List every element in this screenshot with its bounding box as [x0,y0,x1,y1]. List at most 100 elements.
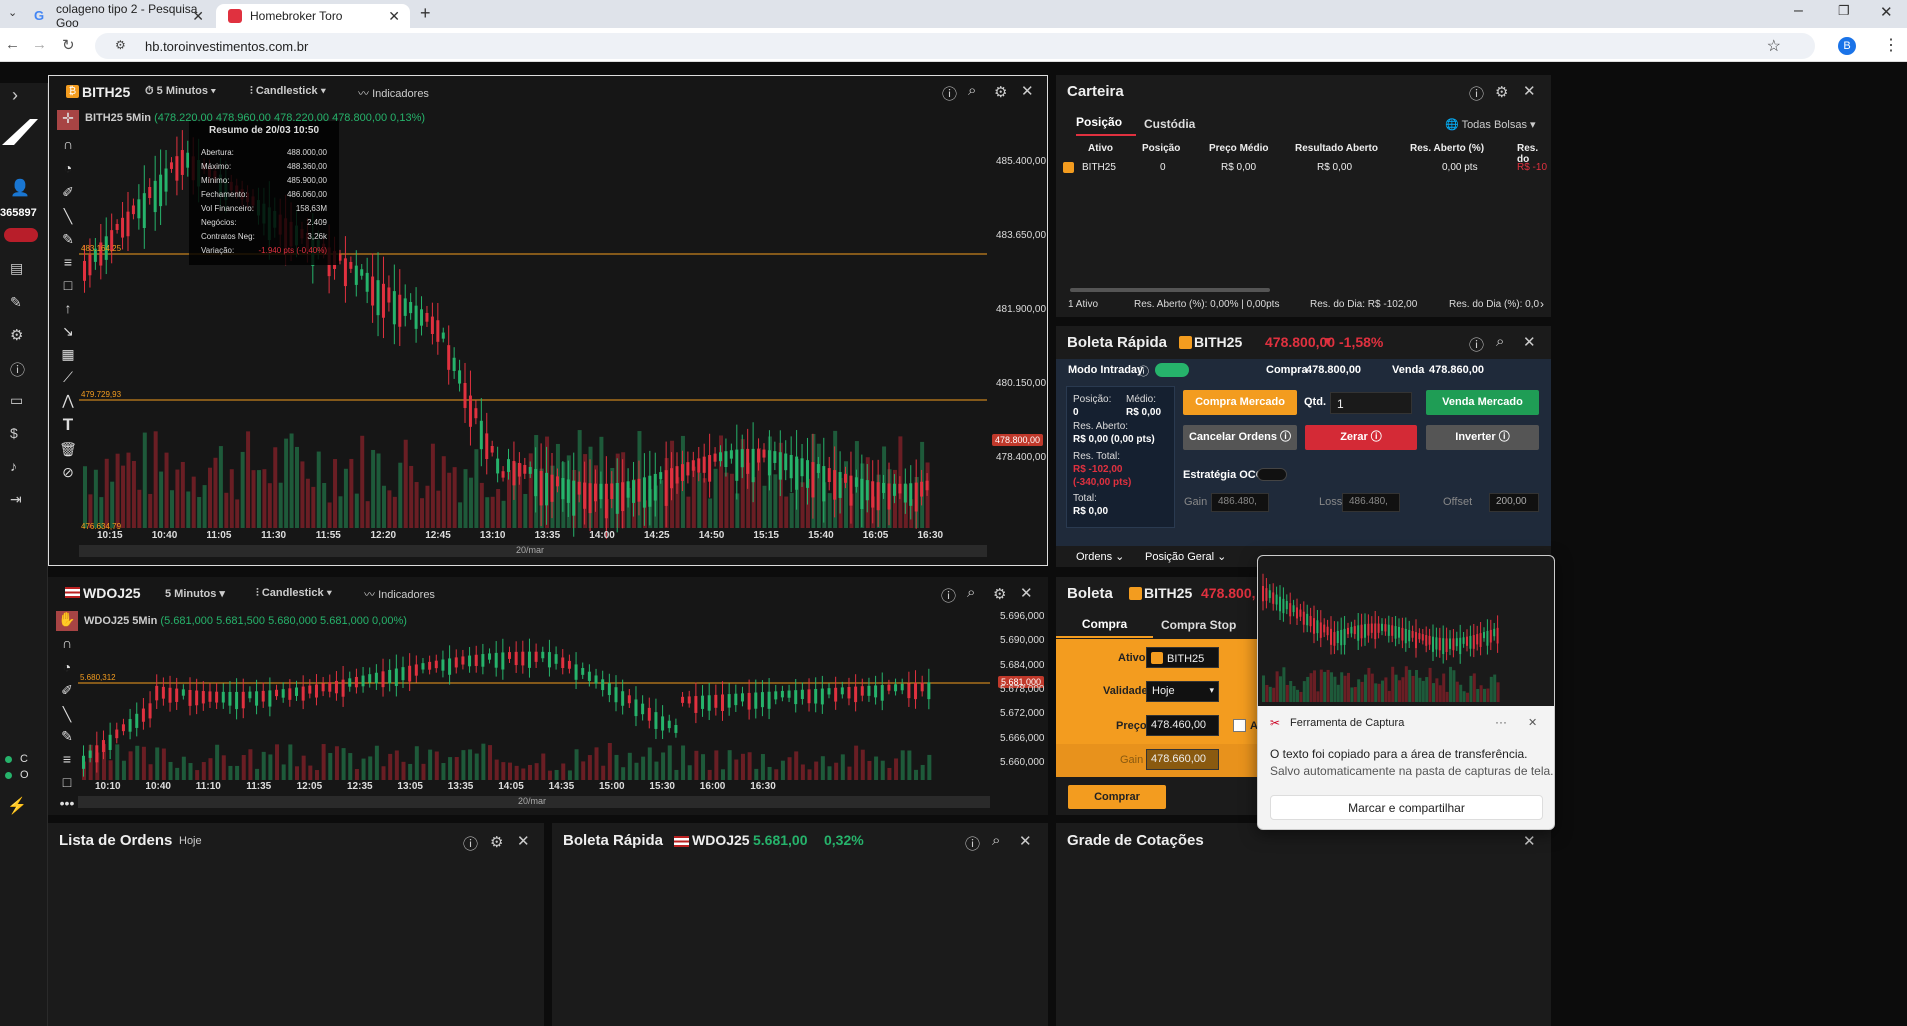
line-tool-icon[interactable]: ╲ [63,208,73,224]
oco-toggle[interactable] [1257,468,1287,481]
pencil-tool-icon[interactable]: ✎ [61,728,73,744]
brush-tool-icon[interactable]: ✐ [61,682,73,698]
table-row[interactable]: BITH25 0 R$ 0,00 R$ 0,00 0,00 pts R$ -10 [1062,162,1552,176]
minimize-icon[interactable]: – [1794,2,1803,19]
indicators-button[interactable]: 〰 Indicadores [358,88,429,100]
interval-selector[interactable]: 5 Minutos ▾ [165,588,225,600]
hand-tool-icon[interactable]: ✋ [56,611,78,631]
gear-icon[interactable]: ⚙ [993,586,1007,603]
help-icon[interactable]: ⓘ [1469,337,1485,354]
search-icon[interactable]: ⌕ [968,82,977,99]
col-posicao[interactable]: Posição [1142,143,1181,154]
chevron-right-icon[interactable]: › [1540,297,1544,311]
account-toggle[interactable] [4,228,38,242]
col-preco-medio[interactable]: Preço Médio [1209,143,1269,154]
timer-tool-icon[interactable]: ◔ [63,160,73,176]
indicators-button[interactable]: 〰 Indicadores [364,589,435,601]
ordens-dropdown[interactable]: Ordens ⌄ [1076,551,1125,563]
gain-input[interactable]: 486.480, [1211,493,1269,512]
posicao-geral-dropdown[interactable]: Posição Geral ⌄ [1145,551,1227,563]
bell-icon[interactable]: ♪ [10,458,17,474]
close-icon[interactable]: ✕ [1019,833,1032,850]
col-ativo[interactable]: Ativo [1088,143,1113,154]
arrow-up-tool-icon[interactable]: ↑ [64,300,72,316]
more-tools-icon[interactable]: ••• [59,795,75,811]
tools-icon[interactable]: ✎ [10,294,22,310]
date-filter[interactable]: Hoje [179,835,202,847]
col-resultado-aberto[interactable]: Resultado Aberto [1295,143,1378,154]
screenshot-thumbnail[interactable] [1258,556,1555,706]
money-icon[interactable]: $ [10,425,18,441]
new-tab-icon[interactable]: + [420,3,431,23]
lines-tool-icon[interactable]: ≡ [62,751,72,767]
back-icon[interactable]: ← [5,36,20,53]
browser-menu-icon[interactable]: ⋮ [1883,37,1899,54]
trash-tool-icon[interactable]: 🗑 [59,441,77,457]
expand-icon[interactable]: › [12,85,18,105]
close-icon[interactable]: ✕ [1523,83,1536,100]
horizontal-scrollbar[interactable] [1070,288,1270,292]
magnet-tool-icon[interactable]: ∩ [62,136,74,152]
loss-input[interactable]: 486.480, [1342,493,1400,512]
toast-more-icon[interactable]: ··· [1495,715,1507,729]
chart-type-selector[interactable]: ⫶ Candlestick ▾ [250,85,326,97]
boleta-symbol[interactable]: BITH25 [1144,585,1193,601]
inverter-button[interactable]: Inverter ⓘ [1426,425,1539,450]
col-res-aberto-pct[interactable]: Res. Aberto (%) [1410,143,1485,154]
arrow-text-tool-icon[interactable]: ↘ [62,323,74,339]
qtd-input[interactable]: 1 [1330,392,1412,414]
fan-tool-icon[interactable]: ⟋ [63,369,73,385]
exchange-filter[interactable]: 🌐 Todas Bolsas ▾ [1445,119,1536,131]
candlestick-chart-bith25[interactable]: 483.164,25 479.729,93 476.634,79 [79,108,987,545]
bookmark-star-icon[interactable]: ☆ [1766,38,1781,55]
crosshair-tool-icon[interactable]: ✛ [57,110,79,130]
close-window-icon[interactable]: ✕ [1880,4,1893,21]
tab-compra[interactable]: Compra [1056,617,1153,638]
text-tool-icon[interactable]: T [62,415,74,434]
reload-icon[interactable]: ↻ [62,37,75,54]
boleta-symbol[interactable]: BITH25 [1194,334,1243,350]
url-field[interactable]: ⚙ hb.toroinvestimentos.com.br ☆ [95,33,1815,59]
rectangle-tool-icon[interactable]: □ [63,277,73,293]
close-icon[interactable]: ✕ [1021,83,1034,100]
comprar-button[interactable]: Comprar [1068,785,1166,809]
close-icon[interactable]: ✕ [1020,585,1033,602]
compra-mercado-button[interactable]: Compra Mercado [1183,390,1297,415]
mark-share-button[interactable]: Marcar e compartilhar [1270,795,1543,820]
site-info-icon[interactable]: ⚙ [115,38,126,52]
close-icon[interactable]: ✕ [1523,334,1536,351]
settings-icon[interactable]: ⚙ [10,327,24,344]
maximize-icon[interactable]: ❐ [1838,3,1850,18]
toast-close-icon[interactable]: ✕ [1528,717,1538,729]
preco-input[interactable]: 478.460,00 [1146,715,1219,736]
zerar-button[interactable]: Zerar ⓘ [1305,425,1417,450]
chart-symbol[interactable]: WDOJ25 [83,585,141,601]
tab-compra-stop[interactable]: Compra Stop [1161,618,1237,632]
tab-list-chevron-icon[interactable]: ⌄ [8,7,18,19]
forward-icon[interactable]: → [32,36,47,53]
user-icon[interactable]: 👤 [10,180,30,197]
search-icon[interactable]: ⌕ [967,584,976,601]
gear-icon[interactable]: ⚙ [994,84,1008,101]
tab-custodia[interactable]: Custódia [1144,117,1196,131]
info-icon[interactable]: ⓘ [10,362,26,379]
snipping-tool-notification[interactable]: ✂ Ferramenta de Captura ··· ✕ O texto fo… [1257,555,1555,830]
profile-avatar[interactable]: B [1838,37,1856,55]
help-icon[interactable]: ⓘ [941,588,957,605]
boleta-symbol[interactable]: WDOJ25 [692,832,750,848]
close-tab-icon[interactable]: ✕ [388,8,400,24]
lines-tool-icon[interactable]: ≡ [63,254,73,270]
gain-input[interactable]: 478.660,00 [1146,749,1219,770]
gear-icon[interactable]: ⚙ [490,834,504,851]
help-icon[interactable]: ⓘ [463,836,479,853]
checkbox[interactable] [1233,719,1246,732]
col-res-dia[interactable]: Res. do [1517,143,1539,165]
chart-icon[interactable]: ▤ [10,260,24,276]
help-icon[interactable]: ⓘ [1469,86,1485,103]
tab-posicao[interactable]: Posição [1076,115,1136,136]
brush-tool-icon[interactable]: ✐ [62,184,74,200]
timer-tool-icon[interactable]: ◔ [62,659,72,675]
close-icon[interactable]: ✕ [1523,833,1536,850]
search-icon[interactable]: ⌕ [992,832,1001,849]
pattern-tool-icon[interactable]: ⋀ [62,392,74,408]
